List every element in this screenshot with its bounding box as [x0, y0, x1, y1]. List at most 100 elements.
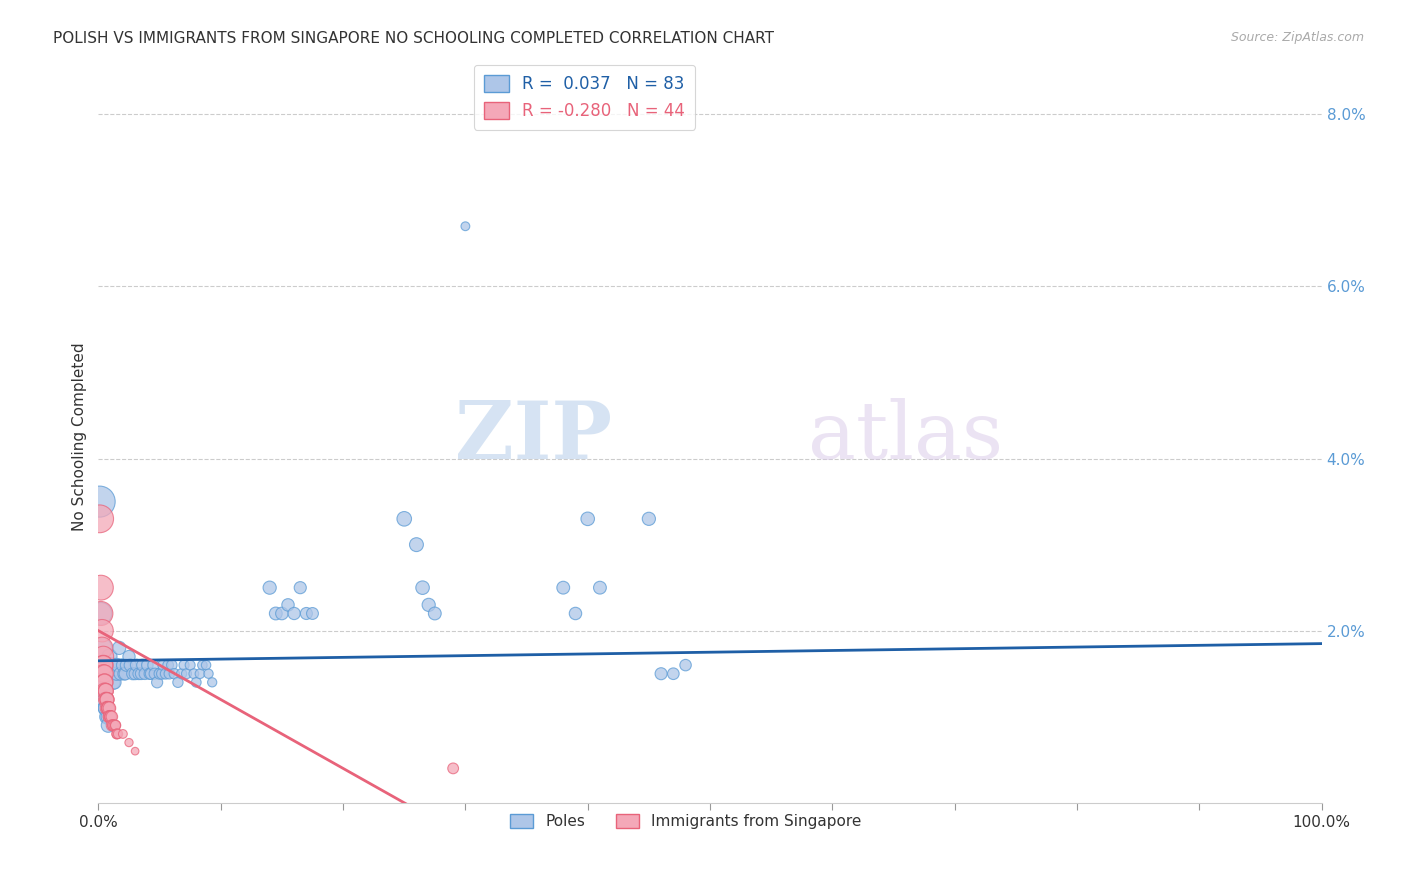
- Point: [412, 581, 434, 595]
- Point: [589, 581, 612, 595]
- Point: [93, 675, 115, 690]
- Point: [418, 598, 440, 612]
- Point: [96, 692, 118, 706]
- Legend: R =  0.037   N = 83, R = -0.280   N = 44: R = 0.037 N = 83, R = -0.280 N = 44: [474, 65, 695, 129]
- Point: [186, 675, 208, 690]
- Point: [155, 666, 177, 681]
- Point: [283, 607, 305, 621]
- Point: [105, 666, 128, 681]
- Point: [91, 649, 114, 664]
- Point: [98, 649, 121, 664]
- Point: [96, 710, 118, 724]
- Point: [157, 658, 180, 673]
- Point: [96, 701, 118, 715]
- Text: Source: ZipAtlas.com: Source: ZipAtlas.com: [1230, 31, 1364, 45]
- Point: [277, 598, 299, 612]
- Point: [110, 666, 132, 681]
- Point: [89, 494, 111, 508]
- Point: [143, 666, 166, 681]
- Point: [170, 666, 193, 681]
- Point: [94, 692, 117, 706]
- Point: [152, 658, 174, 673]
- Point: [128, 666, 150, 681]
- Point: [188, 666, 211, 681]
- Point: [101, 675, 124, 690]
- Point: [108, 640, 131, 655]
- Point: [91, 658, 114, 673]
- Point: [295, 607, 318, 621]
- Point: [100, 710, 122, 724]
- Point: [91, 640, 114, 655]
- Point: [270, 607, 294, 621]
- Point: [139, 666, 162, 681]
- Point: [195, 658, 218, 673]
- Text: ZIP: ZIP: [456, 398, 612, 476]
- Point: [101, 710, 124, 724]
- Point: [107, 658, 129, 673]
- Point: [576, 512, 599, 526]
- Point: [149, 666, 172, 681]
- Point: [97, 718, 120, 732]
- Point: [290, 581, 312, 595]
- Point: [392, 512, 416, 526]
- Point: [101, 718, 124, 732]
- Point: [91, 624, 114, 638]
- Point: [90, 581, 112, 595]
- Point: [98, 701, 121, 715]
- Point: [100, 710, 122, 724]
- Point: [101, 718, 124, 732]
- Point: [179, 658, 201, 673]
- Point: [104, 658, 127, 673]
- Point: [163, 666, 186, 681]
- Point: [100, 710, 122, 724]
- Point: [105, 727, 128, 741]
- Point: [131, 658, 153, 673]
- Point: [139, 666, 162, 681]
- Point: [97, 701, 120, 715]
- Point: [564, 607, 586, 621]
- Point: [637, 512, 661, 526]
- Point: [93, 684, 115, 698]
- Point: [553, 581, 575, 595]
- Point: [160, 658, 183, 673]
- Point: [118, 649, 141, 664]
- Point: [191, 658, 214, 673]
- Point: [197, 666, 219, 681]
- Point: [97, 701, 120, 715]
- Point: [124, 666, 146, 681]
- Point: [125, 658, 148, 673]
- Point: [111, 658, 134, 673]
- Point: [104, 718, 127, 732]
- Point: [94, 684, 117, 698]
- Point: [201, 675, 224, 690]
- Point: [142, 658, 165, 673]
- Point: [91, 666, 114, 681]
- Point: [104, 718, 127, 732]
- Point: [129, 666, 152, 681]
- Point: [107, 727, 129, 741]
- Point: [91, 658, 114, 673]
- Point: [90, 607, 112, 621]
- Point: [405, 538, 427, 552]
- Point: [136, 658, 159, 673]
- Point: [103, 675, 125, 690]
- Point: [115, 658, 138, 673]
- Text: atlas: atlas: [808, 398, 1002, 476]
- Point: [98, 710, 121, 724]
- Y-axis label: No Schooling Completed: No Schooling Completed: [72, 343, 87, 532]
- Point: [183, 666, 205, 681]
- Point: [94, 701, 117, 715]
- Point: [97, 701, 120, 715]
- Point: [111, 727, 134, 741]
- Point: [112, 666, 135, 681]
- Point: [90, 607, 112, 621]
- Point: [101, 666, 124, 681]
- Point: [662, 666, 685, 681]
- Point: [100, 666, 122, 681]
- Point: [98, 710, 121, 724]
- Point: [120, 658, 142, 673]
- Point: [259, 581, 281, 595]
- Point: [93, 692, 115, 706]
- Point: [94, 684, 117, 698]
- Point: [97, 701, 120, 715]
